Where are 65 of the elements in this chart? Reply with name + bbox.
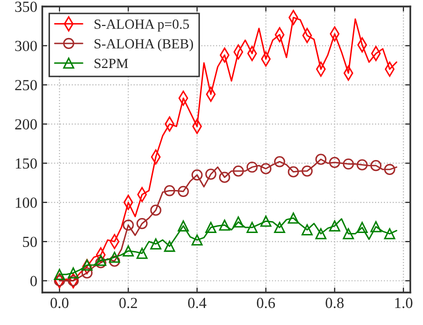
point — [164, 240, 176, 252]
point — [288, 212, 299, 224]
point — [356, 222, 368, 234]
point — [81, 260, 93, 271]
point — [205, 168, 216, 180]
point — [122, 245, 134, 257]
point — [95, 254, 106, 266]
point — [219, 220, 230, 231]
point — [150, 238, 162, 250]
point — [54, 268, 66, 280]
point — [232, 216, 244, 228]
point — [274, 156, 286, 168]
y-tick-label: 100 — [16, 198, 37, 208]
point — [108, 252, 120, 263]
point — [95, 257, 106, 268]
point — [246, 162, 258, 173]
y-tick-label: 0 — [30, 276, 37, 286]
point — [178, 220, 189, 232]
point — [232, 165, 244, 177]
point — [136, 248, 148, 259]
point — [302, 165, 313, 177]
point — [384, 164, 396, 176]
point — [302, 224, 313, 236]
x-tick-label: 0.4 — [188, 298, 206, 308]
point — [136, 218, 148, 230]
point — [178, 186, 189, 197]
point — [329, 156, 340, 168]
y-tick-label: 350 — [15, 2, 37, 12]
point — [370, 160, 382, 172]
point — [315, 228, 326, 240]
point — [288, 166, 299, 178]
point — [150, 204, 162, 216]
y-tick-label: 250 — [15, 80, 37, 90]
point — [192, 169, 203, 181]
point — [219, 172, 230, 183]
point — [342, 158, 354, 170]
legend-label: S-ALOHA p=0.5 — [94, 19, 189, 32]
x-tick-label: 0.2 — [119, 298, 137, 308]
point — [329, 220, 340, 232]
point — [205, 222, 216, 234]
point — [384, 228, 396, 240]
point — [356, 159, 368, 170]
point — [274, 222, 286, 234]
point — [342, 228, 354, 240]
legend-label: S-ALOHA (BEB) — [94, 38, 193, 52]
x-tick-label: 1.0 — [395, 298, 412, 308]
y-tick-label: 200 — [15, 119, 37, 130]
y-tick-label: 300 — [15, 40, 37, 52]
point — [192, 234, 203, 246]
point — [108, 256, 120, 267]
legend-label: S2PM — [94, 58, 128, 68]
x-tick-label: 0.0 — [50, 298, 68, 308]
y-tick-label: 150 — [16, 158, 37, 169]
point — [164, 185, 176, 196]
point — [68, 267, 79, 278]
point — [260, 216, 272, 227]
y-tick-label: 50 — [23, 236, 37, 248]
point — [315, 154, 326, 165]
x-tick-label: 0.6 — [256, 298, 275, 308]
x-tick-label: 0.8 — [326, 298, 344, 308]
point — [260, 163, 272, 174]
point — [122, 220, 134, 231]
point — [81, 267, 93, 278]
point — [246, 222, 258, 234]
point — [370, 221, 382, 232]
